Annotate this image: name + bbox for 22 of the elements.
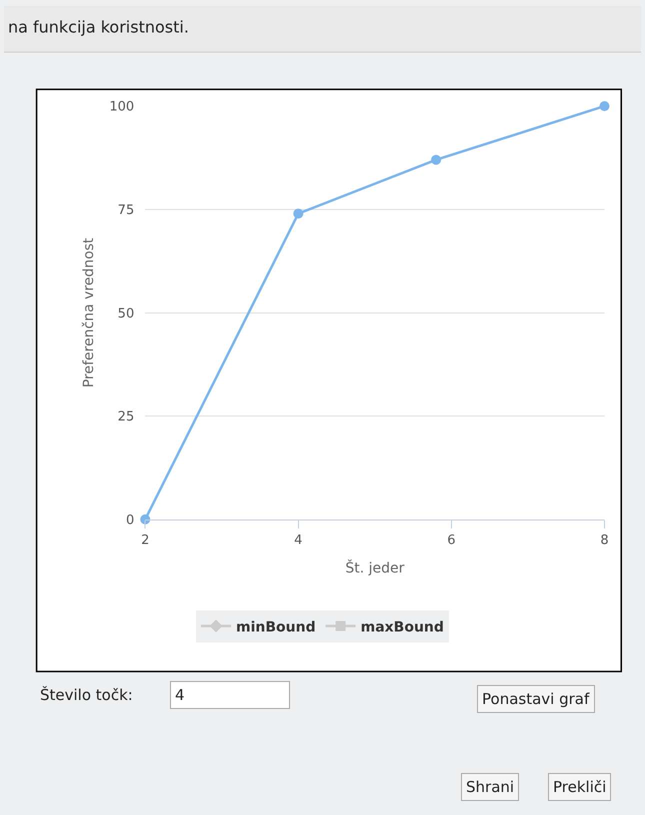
legend-label: maxBound: [360, 619, 444, 636]
x-tick-label: 8: [600, 532, 609, 548]
y-tick-label: 50: [118, 306, 134, 322]
text: Prekliči: [553, 778, 606, 796]
text: Ponastavi graf: [482, 690, 590, 708]
text: 4: [175, 686, 185, 704]
y-tick-label: 0: [126, 512, 134, 528]
point: [293, 208, 304, 219]
x-axis-title: Št. jeder: [345, 559, 405, 576]
legend-label: minBound: [236, 619, 316, 636]
x-tick-label: 2: [141, 532, 150, 548]
y-tick-label: 100: [109, 100, 134, 115]
point: [599, 101, 610, 112]
x-tick-label: 4: [294, 532, 302, 548]
chart-title: na funkcija koristnosti.: [8, 18, 189, 37]
point: [431, 154, 442, 165]
text: Število točk:: [40, 686, 133, 704]
y-axis-title: Preferenčna vrednost: [81, 237, 97, 388]
y-tick-label: 75: [118, 202, 134, 218]
x-tick-label: 6: [447, 532, 456, 548]
y-tick-label: 25: [118, 410, 134, 425]
text: Shrani: [466, 778, 514, 796]
